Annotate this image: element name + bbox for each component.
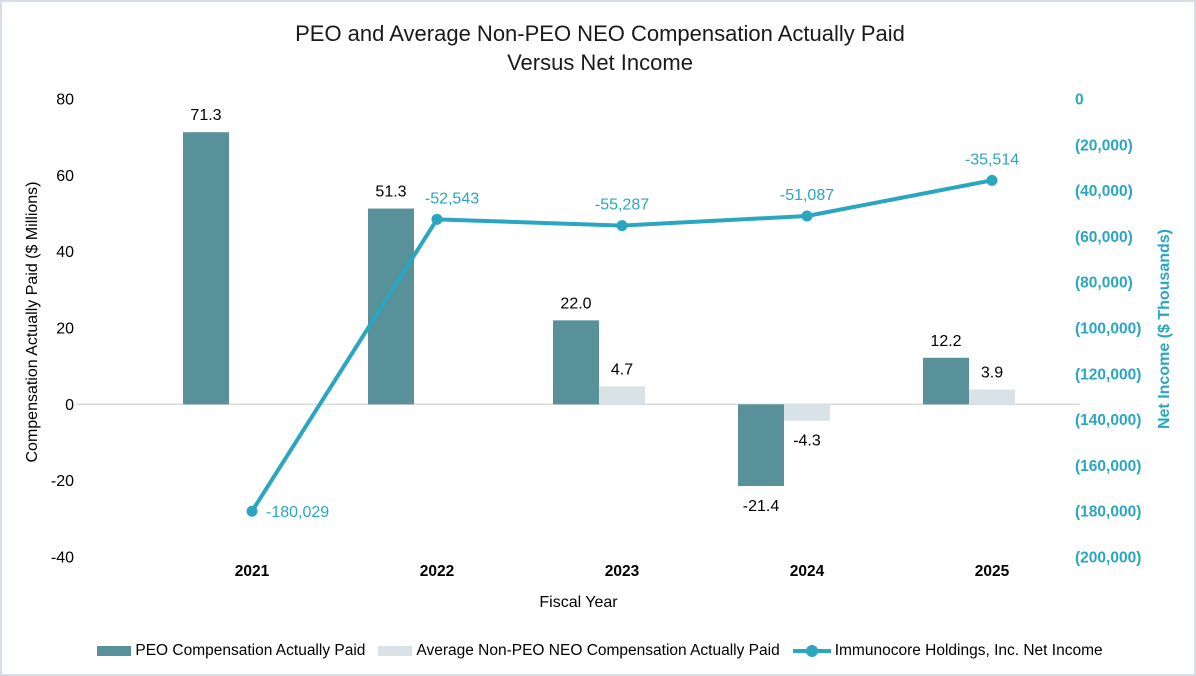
legend-label-neo: Average Non-PEO NEO Compensation Actuall…	[416, 642, 780, 659]
x-tick-2025: 2025	[975, 563, 1010, 580]
net-income-point-2022	[431, 213, 443, 225]
legend-item-peo: PEO Compensation Actually Paid	[97, 642, 365, 660]
right-axis-tick-(140,000): (140,000)	[1075, 412, 1141, 429]
net-income-point-2021	[246, 505, 258, 517]
left-axis-tick-0: 0	[65, 397, 74, 414]
right-axis-tick-(20,000): (20,000)	[1075, 137, 1133, 154]
bar-label-peo-2022: 51.3	[375, 184, 406, 201]
line-marker-swatch-icon	[792, 645, 831, 657]
x-tick-2022: 2022	[420, 563, 454, 580]
peo-bar-swatch-icon	[97, 646, 132, 656]
bar-neo-2025	[969, 389, 1015, 405]
bar-peo-2025	[923, 357, 969, 405]
bar-label-peo-2025: 12.2	[930, 333, 961, 350]
right-axis-tick-(200,000): (200,000)	[1075, 550, 1141, 567]
x-tick-2023: 2023	[605, 563, 640, 580]
net-income-point-2025	[986, 174, 998, 186]
legend-label-net-income: Immunocore Holdings, Inc. Net Income	[834, 642, 1103, 659]
neo-bar-swatch-icon	[378, 646, 413, 656]
net-income-label-2025: -35,514	[965, 151, 1019, 168]
chart-title-line2: Versus Net Income	[507, 50, 693, 75]
bar-peo-2022	[368, 208, 414, 405]
right-axis-tick-(60,000): (60,000)	[1075, 229, 1133, 246]
left-axis-tick-40: 40	[56, 244, 74, 261]
bar-label-peo-2024: -21.4	[743, 498, 780, 515]
left-axis-tick--20: -20	[51, 473, 74, 490]
x-tick-2021: 2021	[235, 563, 270, 580]
bar-peo-2023	[553, 320, 599, 405]
chart-title-line1: PEO and Average Non-PEO NEO Compensation…	[295, 21, 905, 46]
line-swatch-dot	[805, 645, 818, 657]
bar-peo-2021	[183, 132, 229, 405]
bar-label-neo-2023: 4.7	[611, 361, 633, 378]
net-income-label-2021: -180,029	[266, 504, 329, 521]
right-axis-tick-(80,000): (80,000)	[1075, 275, 1133, 292]
legend-item-net-income: Immunocore Holdings, Inc. Net Income	[792, 642, 1103, 660]
bar-label-neo-2024: -4.3	[793, 433, 821, 450]
bar-neo-2023	[599, 386, 645, 405]
right-axis-tick-0: 0	[1075, 92, 1084, 109]
right-axis-tick-(120,000): (120,000)	[1075, 366, 1141, 383]
right-axis-tick-(180,000): (180,000)	[1075, 504, 1141, 521]
net-income-label-2024: -51,087	[780, 187, 834, 204]
bar-neo-2024	[784, 404, 830, 421]
left-axis-tick--40: -40	[51, 550, 74, 567]
legend-item-neo: Average Non-PEO NEO Compensation Actuall…	[378, 642, 780, 660]
net-income-label-2023: -55,287	[595, 197, 649, 214]
left-axis-tick-60: 60	[56, 168, 74, 185]
net-income-label-2022: -52,543	[425, 190, 479, 207]
bar-label-peo-2021: 71.3	[190, 107, 221, 124]
legend-label-peo: PEO Compensation Actually Paid	[135, 642, 366, 659]
legend: PEO Compensation Actually Paid Average N…	[2, 642, 1194, 660]
right-axis-tick-(100,000): (100,000)	[1075, 321, 1141, 338]
right-axis-tick-(160,000): (160,000)	[1075, 458, 1141, 475]
net-income-point-2024	[801, 210, 813, 222]
bar-peo-2024	[738, 404, 784, 487]
left-axis-tick-80: 80	[56, 92, 74, 109]
x-tick-2024: 2024	[790, 563, 825, 580]
net-income-point-2023	[616, 220, 628, 232]
right-axis-tick-(40,000): (40,000)	[1075, 183, 1133, 200]
bar-label-neo-2025: 3.9	[981, 364, 1003, 381]
chart-title: PEO and Average Non-PEO NEO Compensation…	[2, 19, 1194, 77]
x-axis-title: Fiscal Year	[539, 594, 618, 611]
left-axis-tick-20: 20	[56, 321, 74, 338]
bar-label-peo-2023: 22.0	[560, 295, 591, 312]
